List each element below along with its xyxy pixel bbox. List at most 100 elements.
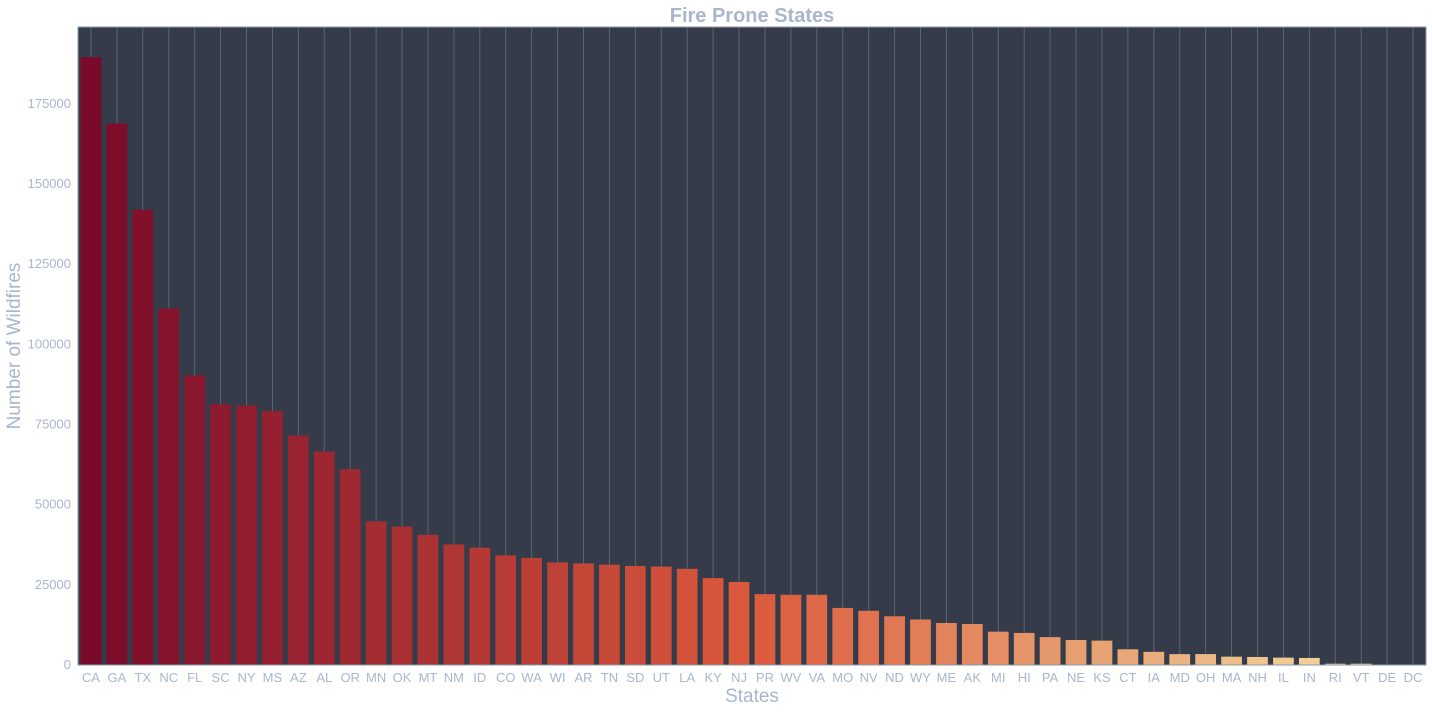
- bar-pa: [1039, 637, 1061, 665]
- bar-wi: [547, 562, 568, 665]
- x-tick-label-in: IN: [1303, 670, 1316, 685]
- bars: [80, 57, 1424, 666]
- bar-ut: [650, 566, 672, 665]
- x-tick-label-nh: NH: [1248, 670, 1267, 685]
- bar-ak: [961, 623, 983, 665]
- x-tick-label-wi: WI: [550, 670, 566, 685]
- x-tick-label-nc: NC: [159, 670, 178, 685]
- bar-in: [1298, 657, 1320, 665]
- bar-ia: [1143, 651, 1165, 665]
- bar-ri: [1324, 663, 1346, 665]
- bar-me: [936, 623, 957, 665]
- x-tick-label-co: CO: [496, 670, 516, 685]
- y-axis-ticks: 0 25000 50000 75000 100000 125000 150000 175000: [28, 96, 71, 672]
- bar-co: [495, 555, 517, 665]
- x-tick-label-ia: IA: [1148, 670, 1161, 685]
- x-tick-label-oh: OH: [1196, 670, 1216, 685]
- bar-ne: [1065, 639, 1087, 665]
- chart-title: Fire Prone States: [670, 5, 835, 27]
- x-tick-label-sc: SC: [212, 670, 230, 685]
- x-tick-label-ks: KS: [1093, 670, 1111, 685]
- bar-ms: [262, 411, 283, 665]
- bar-il: [1273, 657, 1294, 665]
- x-tick-label-hi: HI: [1018, 670, 1031, 685]
- x-tick-label-ma: MA: [1222, 670, 1242, 685]
- x-tick-label-ny: NY: [237, 670, 255, 685]
- x-tick-label-pr: PR: [756, 670, 774, 685]
- bar-nd: [884, 616, 905, 665]
- x-tick-label-mn: MN: [366, 670, 386, 685]
- bar-md: [1169, 654, 1191, 665]
- x-tick-label-tx: TX: [134, 670, 151, 685]
- bar-vt: [1350, 663, 1372, 665]
- x-tick-label-sd: SD: [626, 670, 644, 685]
- bar-tn: [599, 564, 620, 665]
- bar-wy: [910, 619, 931, 665]
- x-tick-label-ky: KY: [704, 670, 722, 685]
- x-tick-label-ri: RI: [1329, 670, 1342, 685]
- bar-mi: [987, 631, 1009, 665]
- x-tick-label-fl: FL: [187, 670, 202, 685]
- x-tick-label-ok: OK: [393, 670, 412, 685]
- bar-sd: [624, 565, 646, 665]
- bar-ar: [573, 563, 594, 665]
- bar-ct: [1117, 649, 1139, 665]
- x-tick-label-az: AZ: [290, 670, 307, 685]
- x-tick-label-al: AL: [316, 670, 332, 685]
- y-tick-label-125000: 125000: [28, 256, 71, 271]
- x-axis-ticks: CA GA TX NC FL SC NY MS AZ AL OR MN OK MT NM ID CO WA WI AR…: [82, 670, 1422, 685]
- bar-al: [313, 451, 335, 665]
- bar-oh: [1195, 654, 1217, 665]
- bar-hi: [1013, 632, 1035, 665]
- y-tick-label-25000: 25000: [35, 577, 71, 592]
- x-tick-label-ca: CA: [82, 670, 100, 685]
- bar-nc: [158, 308, 180, 665]
- bar-va: [806, 594, 828, 665]
- y-tick-label-0: 0: [64, 657, 71, 672]
- x-tick-label-me: ME: [937, 670, 957, 685]
- bar-la: [676, 568, 698, 665]
- bar-mo: [832, 607, 854, 665]
- bar-ks: [1091, 640, 1113, 665]
- x-tick-label-ak: AK: [964, 670, 982, 685]
- x-tick-label-wa: WA: [521, 670, 542, 685]
- x-tick-label-ms: MS: [263, 670, 283, 685]
- x-tick-label-de: DE: [1378, 670, 1396, 685]
- plot-frame: [77, 26, 1427, 666]
- bar-ok: [391, 526, 413, 665]
- bar-nm: [443, 544, 465, 665]
- bar-sc: [210, 404, 231, 665]
- x-tick-label-dc: DC: [1404, 670, 1423, 685]
- bar-mn: [365, 521, 387, 665]
- x-tick-label-ct: CT: [1119, 670, 1136, 685]
- x-tick-label-va: VA: [809, 670, 826, 685]
- x-tick-label-mo: MO: [832, 670, 853, 685]
- x-tick-label-ne: NE: [1067, 670, 1085, 685]
- x-axis-title: States: [725, 686, 779, 707]
- bar-fl: [184, 375, 206, 665]
- x-tick-label-mt: MT: [419, 670, 438, 685]
- bar-ky: [702, 578, 724, 665]
- bar-ga: [106, 123, 128, 665]
- x-tick-label-md: MD: [1170, 670, 1190, 685]
- y-tick-label-50000: 50000: [35, 497, 71, 512]
- bar-nh: [1247, 656, 1268, 665]
- x-tick-label-wv: WV: [780, 670, 801, 685]
- x-tick-label-ut: UT: [653, 670, 670, 685]
- x-tick-label-il: IL: [1278, 670, 1289, 685]
- bar-or: [339, 469, 361, 665]
- x-tick-label-wy: WY: [910, 670, 931, 685]
- x-tick-label-ga: GA: [107, 670, 126, 685]
- bar-wa: [521, 557, 543, 665]
- bar-mt: [417, 534, 439, 665]
- x-tick-label-ar: AR: [574, 670, 592, 685]
- bar-ny: [236, 405, 257, 665]
- y-tick-label-175000: 175000: [28, 96, 71, 111]
- bar-pr: [754, 594, 776, 665]
- x-tick-label-id: ID: [473, 670, 486, 685]
- x-tick-label-la: LA: [679, 670, 695, 685]
- bar-tx: [132, 209, 154, 665]
- y-axis-title: Number of Wildfires: [4, 263, 25, 430]
- x-tick-label-mi: MI: [991, 670, 1005, 685]
